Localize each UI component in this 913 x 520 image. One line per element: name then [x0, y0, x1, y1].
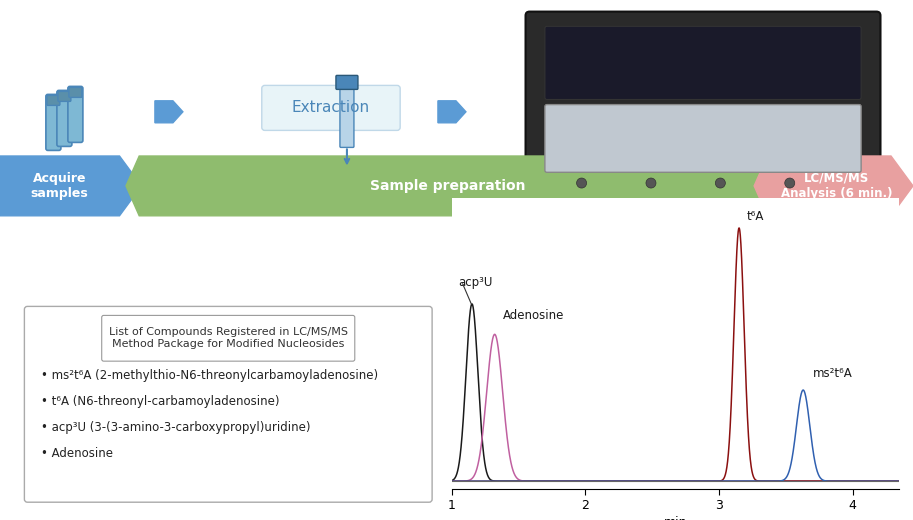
Polygon shape [0, 156, 142, 216]
Text: • ms²t⁶A (2-methylthio-N6-threonylcarbamoyladenosine): • ms²t⁶A (2-methylthio-N6-threonylcarbam… [41, 369, 379, 382]
FancyBboxPatch shape [526, 11, 880, 202]
X-axis label: min: min [664, 516, 687, 520]
FancyBboxPatch shape [58, 92, 71, 101]
Text: Extraction: Extraction [292, 100, 370, 115]
Polygon shape [754, 156, 913, 216]
Text: ms²t⁶A: ms²t⁶A [813, 367, 852, 380]
Circle shape [577, 178, 586, 188]
FancyBboxPatch shape [25, 306, 432, 502]
FancyArrowPatch shape [345, 149, 349, 163]
Text: Acquire
samples: Acquire samples [30, 172, 89, 200]
FancyBboxPatch shape [68, 86, 83, 142]
Circle shape [716, 178, 725, 188]
Text: t⁶A: t⁶A [747, 210, 764, 223]
Polygon shape [438, 101, 466, 123]
FancyBboxPatch shape [262, 85, 400, 131]
FancyBboxPatch shape [57, 90, 72, 147]
Text: acp³U: acp³U [458, 276, 493, 289]
Text: Sample preparation: Sample preparation [370, 179, 526, 193]
Text: • Adenosine: • Adenosine [41, 447, 113, 460]
FancyBboxPatch shape [101, 316, 355, 361]
Circle shape [785, 178, 794, 188]
Circle shape [646, 178, 656, 188]
Polygon shape [126, 156, 770, 216]
FancyBboxPatch shape [68, 87, 82, 97]
Text: List of Compounds Registered in LC/MS/MS
Method Package for Modified Nucleosides: List of Compounds Registered in LC/MS/MS… [109, 328, 348, 349]
FancyBboxPatch shape [340, 85, 354, 147]
Polygon shape [155, 101, 183, 123]
Text: • t⁶A (N6-threonyl-carbamoyladenosine): • t⁶A (N6-threonyl-carbamoyladenosine) [41, 395, 280, 408]
Text: LC/MS/MS
Analysis (6 min.): LC/MS/MS Analysis (6 min.) [781, 172, 893, 200]
Text: Adenosine: Adenosine [503, 309, 564, 322]
Text: • acp³U (3-(3-amino-3-carboxypropyl)uridine): • acp³U (3-(3-amino-3-carboxypropyl)urid… [41, 421, 311, 434]
FancyBboxPatch shape [545, 27, 861, 99]
FancyBboxPatch shape [545, 105, 861, 172]
FancyBboxPatch shape [47, 95, 60, 106]
FancyBboxPatch shape [46, 95, 61, 150]
FancyBboxPatch shape [336, 75, 358, 89]
